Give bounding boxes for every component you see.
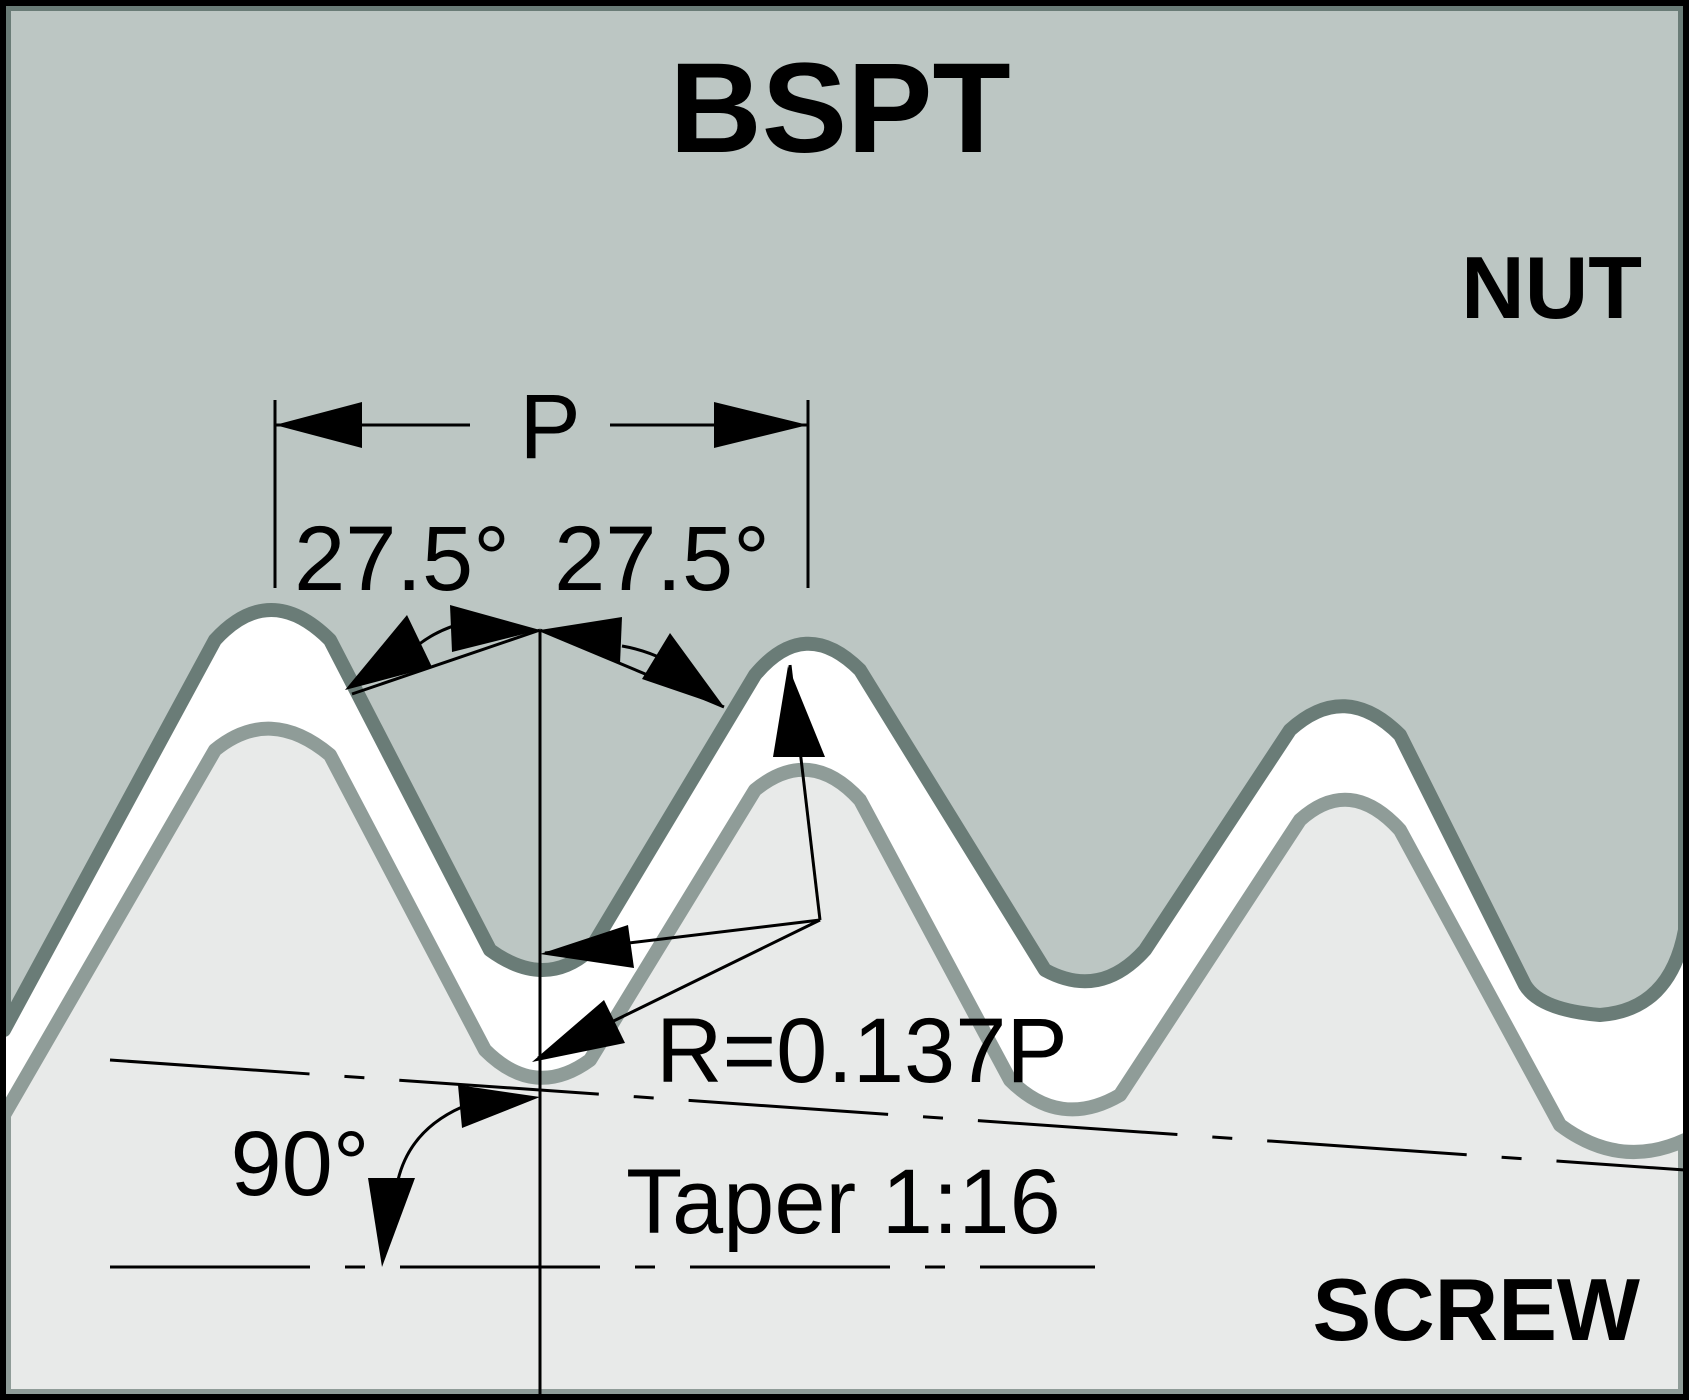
radius-leader	[532, 664, 825, 1062]
pitch-arrow-left	[275, 402, 362, 448]
radius-label: R=0.137P	[656, 1000, 1068, 1102]
right-angle-arrow-top	[458, 1085, 540, 1128]
flank-angle-right-label: 27.5°	[554, 508, 770, 610]
flank-line-left	[351, 628, 541, 696]
flank-arrow-left-inner	[450, 605, 540, 652]
taper-lines	[109, 1058, 1686, 1269]
flank-angle-left-label: 27.5°	[294, 508, 510, 610]
right-angle-arrow-bottom	[368, 1178, 415, 1267]
right-angle-arc	[396, 1105, 463, 1181]
taper-line	[109, 1058, 1686, 1172]
screw-label: SCREW	[1312, 1260, 1640, 1359]
nut-body	[0, 0, 1689, 1037]
flank-arrow-right-inner	[540, 617, 622, 664]
pitch-arrow-right	[714, 402, 808, 448]
radius-arrow-down	[532, 1000, 625, 1062]
right-angle-indicator	[368, 1085, 540, 1267]
pitch-label: P	[519, 376, 580, 478]
radius-arrow-up	[773, 666, 825, 757]
right-angle-label: 90°	[230, 1113, 369, 1215]
screw-body	[0, 721, 1689, 1400]
taper-label: Taper 1:16	[626, 1151, 1061, 1253]
flank-arrow-right-outer	[642, 633, 724, 707]
flank-angle-construction	[345, 605, 725, 1396]
radius-arrow-left	[540, 925, 634, 968]
title: BSPT	[669, 37, 1010, 180]
flank-arrow-left-outer	[345, 615, 432, 690]
nut-label: NUT	[1461, 238, 1642, 337]
pitch-dimension	[273, 400, 810, 588]
